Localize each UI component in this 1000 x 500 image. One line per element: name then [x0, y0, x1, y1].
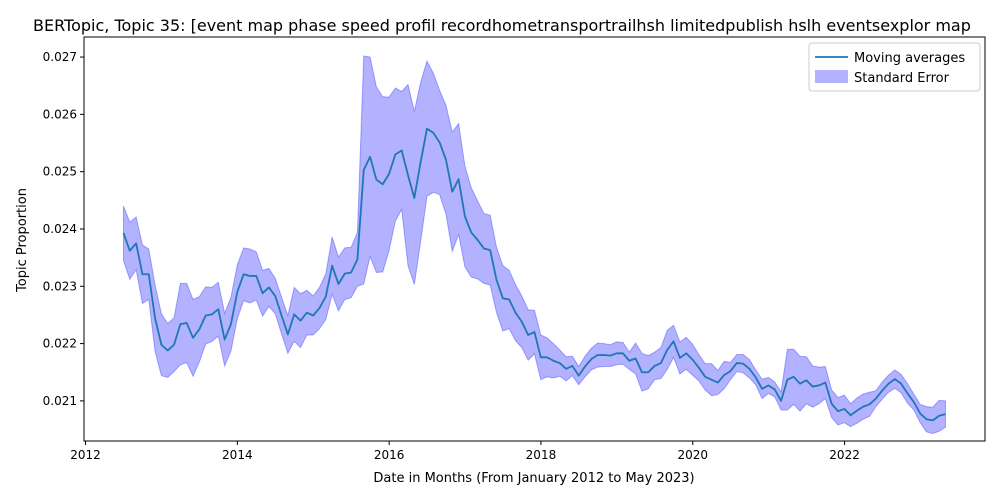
- x-tick-label: 2016: [374, 448, 405, 462]
- x-tick-label: 2018: [526, 448, 557, 462]
- y-tick-label: 0.027: [43, 50, 77, 64]
- standard-error-band: [122, 55, 946, 435]
- y-tick-label: 0.026: [43, 107, 77, 121]
- chart-title: BERTopic, Topic 35: [event map phase spe…: [33, 16, 971, 35]
- x-tick-label: 2022: [829, 448, 860, 462]
- x-tick-label: 2012: [70, 448, 101, 462]
- legend-label-moving-averages: Moving averages: [854, 51, 965, 66]
- axes-frame: [83, 36, 986, 442]
- x-tick-label: 2014: [222, 448, 253, 462]
- legend-swatch-standard-error: [815, 70, 848, 83]
- plot-area: 2012 2014 2016 2018 2020 2022 0.021 0.022 0.023 0…: [43, 36, 986, 462]
- y-tick-label: 0.021: [43, 394, 77, 408]
- legend-label-standard-error: Standard Error: [854, 71, 950, 86]
- y-tick-label: 0.023: [43, 279, 77, 293]
- x-axis-label: Date in Months (From January 2012 to May…: [373, 471, 694, 486]
- moving-average-line: [122, 127, 946, 422]
- legend-box: [808, 42, 981, 92]
- x-tick-label: 2020: [677, 448, 708, 462]
- y-axis-label: Topic Proportion: [15, 188, 30, 293]
- y-tick-label: 0.022: [43, 337, 77, 351]
- legend: Moving averages Standard Error: [808, 42, 981, 92]
- y-tick-label: 0.025: [43, 165, 77, 179]
- y-tick-label: 0.024: [43, 222, 77, 236]
